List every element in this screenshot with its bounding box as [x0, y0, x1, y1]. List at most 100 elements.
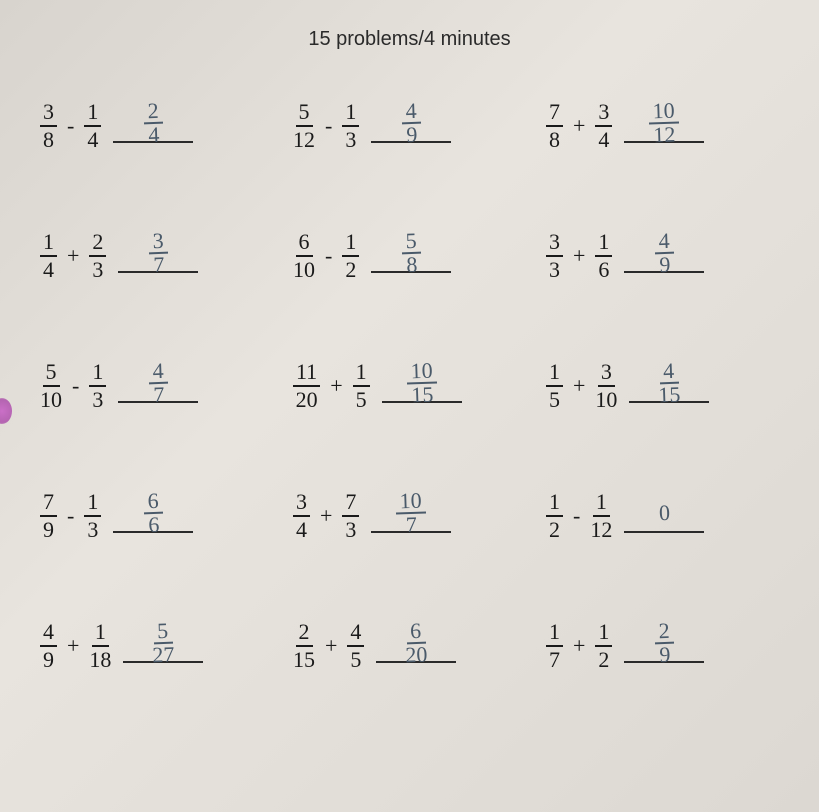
- fraction-b: 2 3: [89, 231, 106, 281]
- fraction-a: 1 4: [40, 231, 57, 281]
- fraction-a: 5 10: [40, 361, 62, 411]
- answer-denominator: 9: [659, 644, 671, 665]
- answer-denominator: 7: [153, 384, 165, 405]
- operator: +: [316, 503, 336, 529]
- problem: 3 4 + 7 3 10 7: [293, 491, 526, 541]
- answer-numerator: 4: [148, 361, 168, 384]
- answer-numerator: 2: [654, 621, 674, 644]
- fraction-b: 1 2: [595, 621, 612, 671]
- problem: 3 8 - 1 4 2 4: [40, 101, 273, 151]
- handwritten-answer: 6 6: [143, 491, 164, 535]
- operator: -: [63, 113, 78, 139]
- fraction-b: 4 5: [347, 621, 364, 671]
- answer-denominator: 20: [405, 644, 428, 666]
- answer-blank: 5 8: [371, 239, 451, 273]
- denominator: 9: [42, 647, 56, 671]
- fraction-a: 4 9: [40, 621, 57, 671]
- numerator: 7: [342, 491, 359, 517]
- answer-blank: 4 15: [629, 369, 709, 403]
- answer-value: 0: [658, 503, 670, 523]
- denominator: 9: [42, 517, 56, 541]
- operator: -: [321, 243, 336, 269]
- worksheet-page: 15 problems/4 minutes 3 8 - 1 4 2 4 5: [0, 0, 819, 812]
- answer-blank: 4 7: [118, 369, 198, 403]
- problems-grid: 3 8 - 1 4 2 4 5 12 - 1 3: [30, 101, 789, 671]
- numerator: 1: [546, 361, 563, 387]
- numerator: 7: [40, 491, 57, 517]
- fraction-a: 11 20: [293, 361, 320, 411]
- problem: 5 10 - 1 3 4 7: [40, 361, 273, 411]
- problem: 7 9 - 1 3 6 6: [40, 491, 273, 541]
- operator: +: [326, 373, 346, 399]
- fraction-b: 1 5: [353, 361, 370, 411]
- numerator: 1: [595, 231, 612, 257]
- numerator: 1: [342, 231, 359, 257]
- answer-denominator: 9: [406, 124, 418, 145]
- fraction-a: 7 9: [40, 491, 57, 541]
- answer-denominator: 7: [153, 254, 165, 275]
- answer-denominator: 4: [148, 124, 160, 145]
- answer-numerator: 3: [148, 231, 168, 254]
- denominator: 12: [590, 517, 612, 541]
- hole-punch-mark: [0, 398, 12, 424]
- handwritten-answer: 2 4: [143, 101, 164, 145]
- fraction-b: 7 3: [342, 491, 359, 541]
- problem: 1 7 + 1 2 2 9: [546, 621, 779, 671]
- operator: -: [63, 503, 78, 529]
- denominator: 2: [597, 647, 611, 671]
- fraction-b: 1 3: [342, 101, 359, 151]
- answer-numerator: 2: [143, 101, 163, 124]
- answer-blank: 6 20: [376, 629, 456, 663]
- answer-numerator: 10: [396, 491, 427, 515]
- denominator: 3: [548, 257, 562, 281]
- denominator: 3: [344, 127, 358, 151]
- handwritten-answer: 10 15: [406, 361, 438, 406]
- answer-blank: 10 15: [382, 369, 462, 403]
- fraction-a: 3 3: [546, 231, 563, 281]
- fraction-b: 1 3: [89, 361, 106, 411]
- operator: -: [321, 113, 336, 139]
- operator: +: [569, 373, 589, 399]
- numerator: 1: [84, 491, 101, 517]
- numerator: 5: [296, 101, 313, 127]
- numerator: 1: [84, 101, 101, 127]
- handwritten-answer: 5 27: [152, 621, 176, 665]
- handwritten-answer: 2 9: [654, 621, 675, 665]
- fraction-a: 1 5: [546, 361, 563, 411]
- answer-numerator: 5: [401, 231, 421, 254]
- denominator: 5: [354, 387, 368, 411]
- answer-blank: 6 6: [113, 499, 193, 533]
- problem: 6 10 - 1 2 5 8: [293, 231, 526, 281]
- numerator: 4: [347, 621, 364, 647]
- denominator: 3: [86, 517, 100, 541]
- fraction-b: 1 18: [89, 621, 111, 671]
- numerator: 3: [40, 101, 57, 127]
- denominator: 4: [597, 127, 611, 151]
- denominator: 3: [91, 257, 105, 281]
- operator: +: [63, 633, 83, 659]
- answer-denominator: 8: [406, 254, 418, 275]
- denominator: 10: [293, 257, 315, 281]
- fraction-b: 1 2: [342, 231, 359, 281]
- handwritten-answer: 4 7: [148, 361, 169, 405]
- fraction-b: 1 6: [595, 231, 612, 281]
- numerator: 1: [89, 361, 106, 387]
- handwritten-answer: 0: [658, 503, 670, 523]
- denominator: 20: [296, 387, 318, 411]
- handwritten-answer: 4 9: [654, 231, 675, 275]
- numerator: 1: [593, 491, 610, 517]
- numerator: 1: [546, 491, 563, 517]
- answer-numerator: 4: [401, 101, 421, 124]
- problem: 11 20 + 1 5 10 15: [293, 361, 526, 411]
- denominator: 4: [86, 127, 100, 151]
- operator: +: [63, 243, 83, 269]
- fraction-a: 1 2: [546, 491, 563, 541]
- problem: 3 3 + 1 6 4 9: [546, 231, 779, 281]
- numerator: 1: [546, 621, 563, 647]
- problem: 1 2 - 1 12 0: [546, 491, 779, 541]
- denominator: 3: [91, 387, 105, 411]
- numerator: 2: [89, 231, 106, 257]
- denominator: 2: [344, 257, 358, 281]
- numerator: 3: [546, 231, 563, 257]
- denominator: 7: [548, 647, 562, 671]
